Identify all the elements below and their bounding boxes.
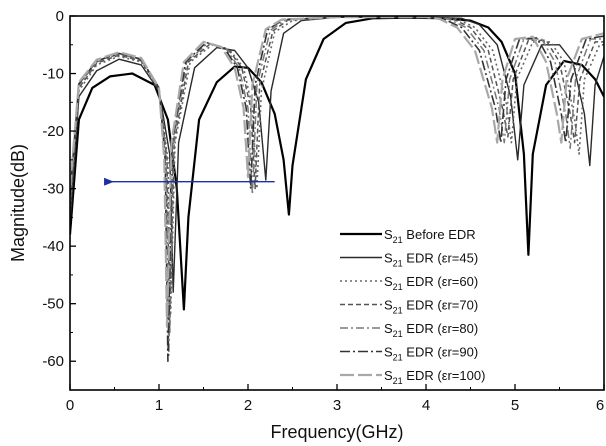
series-line-2 — [70, 16, 604, 293]
series-line-1 — [70, 16, 604, 311]
x-tick-label: 5 — [511, 397, 519, 414]
y-axis-title: Magnitude(dB) — [8, 144, 28, 262]
series-line-4 — [70, 16, 604, 334]
legend: S21 Before EDR S21 EDR (εr=45) S21 EDR (εr… — [340, 227, 485, 386]
legend-label-1: S21 Before EDR — [384, 227, 476, 245]
y-tick-label: -10 — [42, 66, 64, 83]
axes: 0 1 2 3 4 5 6 0 -10 -20 -30 -40 -50 -60 — [42, 8, 605, 414]
y-tick-label: -20 — [42, 123, 64, 140]
legend-label-3: S21 EDR (εr=60) — [384, 274, 478, 292]
legend-label-7: S21 EDR (εr=100) — [384, 368, 485, 386]
x-tick-label: 6 — [596, 397, 604, 414]
y-tick-label: -40 — [42, 238, 64, 255]
x-tick-label: 2 — [244, 397, 252, 414]
legend-label-6: S21 EDR (εr=90) — [384, 345, 478, 363]
x-tick-label: 3 — [333, 397, 341, 414]
series-layer — [70, 16, 604, 362]
x-tick-label: 0 — [66, 397, 74, 414]
y-tick-label: 0 — [56, 8, 64, 25]
legend-label-2: S21 EDR (εr=45) — [384, 251, 478, 269]
x-tick-label: 4 — [422, 397, 430, 414]
y-tick-label: -30 — [42, 181, 64, 198]
x-tick-label: 1 — [155, 397, 163, 414]
legend-label-5: S21 EDR (εr=80) — [384, 321, 478, 339]
y-tick-label: -60 — [42, 353, 64, 370]
x-axis-title: Frequency(GHz) — [270, 422, 403, 442]
y-tick-label: -50 — [42, 296, 64, 313]
series-line-7 — [70, 16, 604, 328]
legend-label-4: S21 EDR (εr=70) — [384, 298, 478, 316]
